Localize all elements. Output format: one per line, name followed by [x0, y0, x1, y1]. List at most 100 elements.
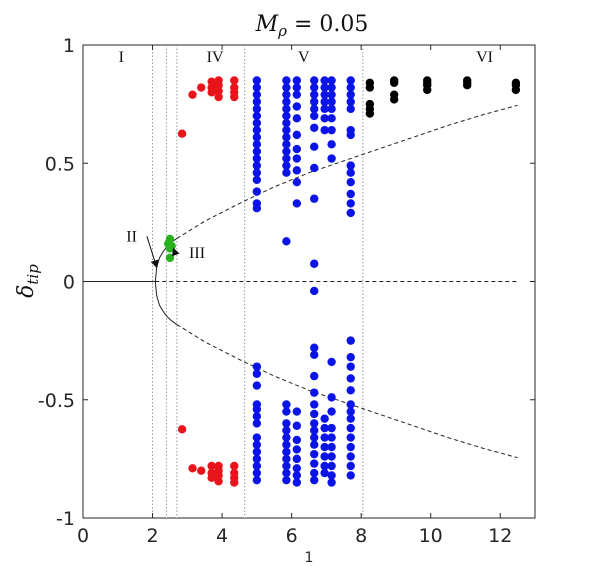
data-point-green: [165, 234, 175, 244]
data-point-blue: [282, 400, 291, 409]
data-point-blue: [310, 449, 319, 459]
data-point-blue: [327, 452, 336, 461]
data-point-blue: [252, 381, 262, 390]
data-point-black: [365, 83, 375, 92]
data-point-blue: [327, 407, 336, 416]
data-point-blue: [320, 90, 329, 99]
data-point-blue: [282, 407, 291, 416]
data-point-blue: [282, 90, 291, 99]
data-point-blue: [282, 168, 291, 177]
data-point-blue: [292, 454, 302, 464]
x-tick-label: 10: [419, 525, 443, 547]
data-point-blue: [292, 90, 302, 99]
y-tick-label: 0: [63, 272, 75, 294]
data-point-blue: [310, 123, 319, 132]
data-point-blue: [346, 336, 355, 345]
data-point-blue: [292, 76, 302, 85]
data-point-blue: [327, 423, 336, 433]
data-point-blue: [327, 114, 336, 123]
data-point-blue: [346, 76, 355, 85]
data-point-blue: [310, 83, 319, 92]
data-point-red: [207, 461, 216, 471]
data-point-blue: [327, 433, 336, 442]
data-point-red: [214, 92, 223, 102]
data-point-blue: [292, 478, 302, 487]
data-point-blue: [346, 199, 355, 208]
data-point-blue: [292, 471, 302, 480]
region-label: VI: [476, 49, 493, 66]
data-point-blue: [346, 374, 355, 383]
data-point-blue: [282, 468, 291, 478]
data-point-red: [214, 471, 223, 480]
data-point-blue: [252, 369, 262, 378]
data-point-black: [389, 95, 399, 104]
y-axis-label: δtip: [14, 264, 42, 298]
data-point-blue: [282, 454, 291, 464]
x-tick-label: 12: [488, 525, 512, 547]
data-point-blue: [282, 104, 291, 114]
data-point-blue: [327, 442, 336, 452]
data-point-black: [365, 109, 375, 118]
data-point-blue: [252, 83, 262, 92]
data-point-blue: [292, 114, 302, 123]
data-point-black: [423, 85, 432, 95]
data-point-blue: [282, 161, 291, 170]
data-point-blue: [310, 104, 319, 114]
annotation-arrow-III: [172, 247, 180, 257]
data-point-blue: [292, 199, 302, 208]
curve-lower-stable: [154, 281, 178, 325]
data-point-blue: [320, 125, 329, 135]
data-point-blue: [320, 97, 329, 106]
data-point-red: [188, 90, 197, 99]
data-point-blue: [310, 163, 319, 173]
data-point-blue: [346, 130, 355, 140]
data-point-blue: [327, 478, 336, 487]
data-point-blue: [252, 154, 262, 163]
data-point-blue: [282, 447, 291, 456]
data-point-blue: [252, 475, 262, 485]
data-point-red: [214, 81, 223, 90]
data-point-blue: [310, 388, 319, 397]
chart-title-sub: ρ: [277, 22, 287, 40]
data-point-blue: [292, 464, 302, 473]
data-point-blue: [252, 362, 262, 371]
data-point-blue: [282, 118, 291, 128]
data-point-blue: [346, 83, 355, 92]
data-point-blue: [252, 168, 262, 177]
data-point-blue: [320, 76, 329, 85]
data-point-blue: [282, 154, 291, 163]
data-point-blue: [282, 419, 291, 428]
data-point-blue: [292, 435, 302, 445]
data-point-blue: [346, 104, 355, 114]
data-point-blue: [310, 76, 319, 85]
data-point-blue: [320, 442, 329, 452]
data-point-red: [214, 86, 223, 96]
data-point-blue: [346, 97, 355, 106]
data-point-blue: [346, 433, 355, 442]
region-label: V: [298, 49, 310, 66]
data-point-red: [207, 77, 216, 86]
data-point-blue: [292, 83, 302, 92]
data-point-blue: [310, 433, 319, 442]
y-tick-label: -1: [56, 508, 75, 530]
data-point-blue: [252, 147, 262, 156]
data-point-blue: [320, 468, 329, 478]
data-point-blue: [327, 76, 336, 85]
data-point-blue: [310, 409, 319, 419]
data-point-blue: [346, 442, 355, 452]
data-point-blue: [310, 97, 319, 106]
data-point-blue: [282, 140, 291, 149]
data-point-blue: [252, 461, 262, 471]
data-point-blue: [320, 423, 329, 433]
data-point-blue: [346, 423, 355, 433]
data-point-blue: [282, 147, 291, 156]
data-point-blue: [282, 111, 291, 121]
data-point-blue: [282, 426, 291, 435]
data-point-green: [167, 241, 176, 251]
data-point-blue: [346, 177, 355, 187]
data-point-blue: [282, 97, 291, 106]
data-point-blue: [327, 393, 336, 402]
data-point-blue: [252, 111, 262, 121]
data-point-blue: [327, 154, 336, 163]
